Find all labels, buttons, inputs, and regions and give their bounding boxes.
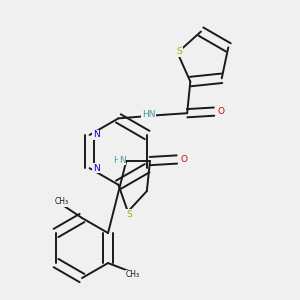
Text: N: N — [93, 130, 100, 140]
Text: H: H — [113, 156, 120, 165]
Text: S: S — [127, 210, 132, 219]
Text: S: S — [176, 47, 182, 56]
Text: HN: HN — [142, 110, 155, 119]
Text: N: N — [93, 164, 100, 173]
Text: O: O — [180, 155, 187, 164]
Text: CH₃: CH₃ — [125, 270, 140, 279]
Text: O: O — [218, 107, 224, 116]
Text: N: N — [119, 156, 126, 165]
Text: CH₃: CH₃ — [54, 197, 68, 206]
